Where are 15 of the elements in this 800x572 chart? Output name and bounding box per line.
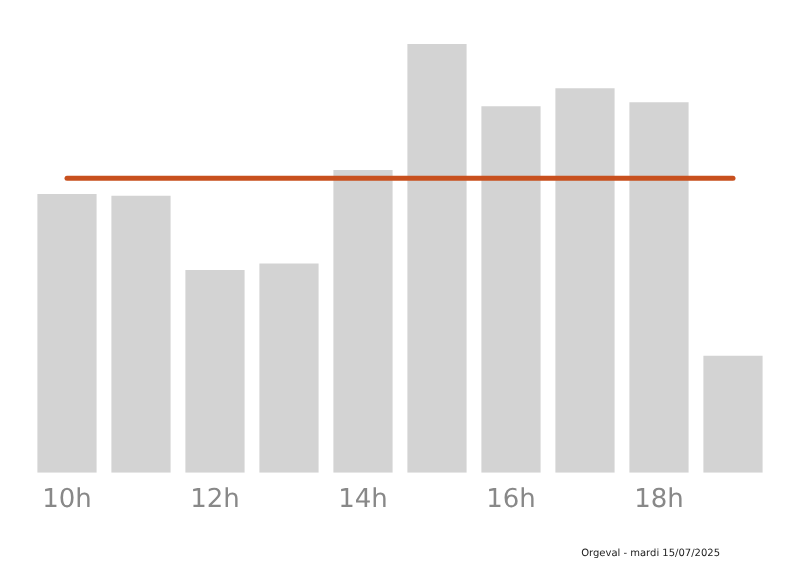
bar xyxy=(259,263,319,473)
x-tick-label: 12h xyxy=(190,485,240,516)
bar xyxy=(111,195,171,473)
bar xyxy=(555,88,615,473)
bar xyxy=(37,194,97,473)
bar xyxy=(407,44,467,473)
bar xyxy=(333,170,393,473)
bar xyxy=(629,102,689,473)
x-tick-label: 18h xyxy=(634,485,684,516)
x-tick-label: 16h xyxy=(486,485,536,516)
bar xyxy=(185,269,245,473)
bar xyxy=(481,106,541,473)
x-tick-label: 10h xyxy=(42,485,92,516)
x-tick-label: 14h xyxy=(338,485,388,516)
bar xyxy=(703,355,763,473)
